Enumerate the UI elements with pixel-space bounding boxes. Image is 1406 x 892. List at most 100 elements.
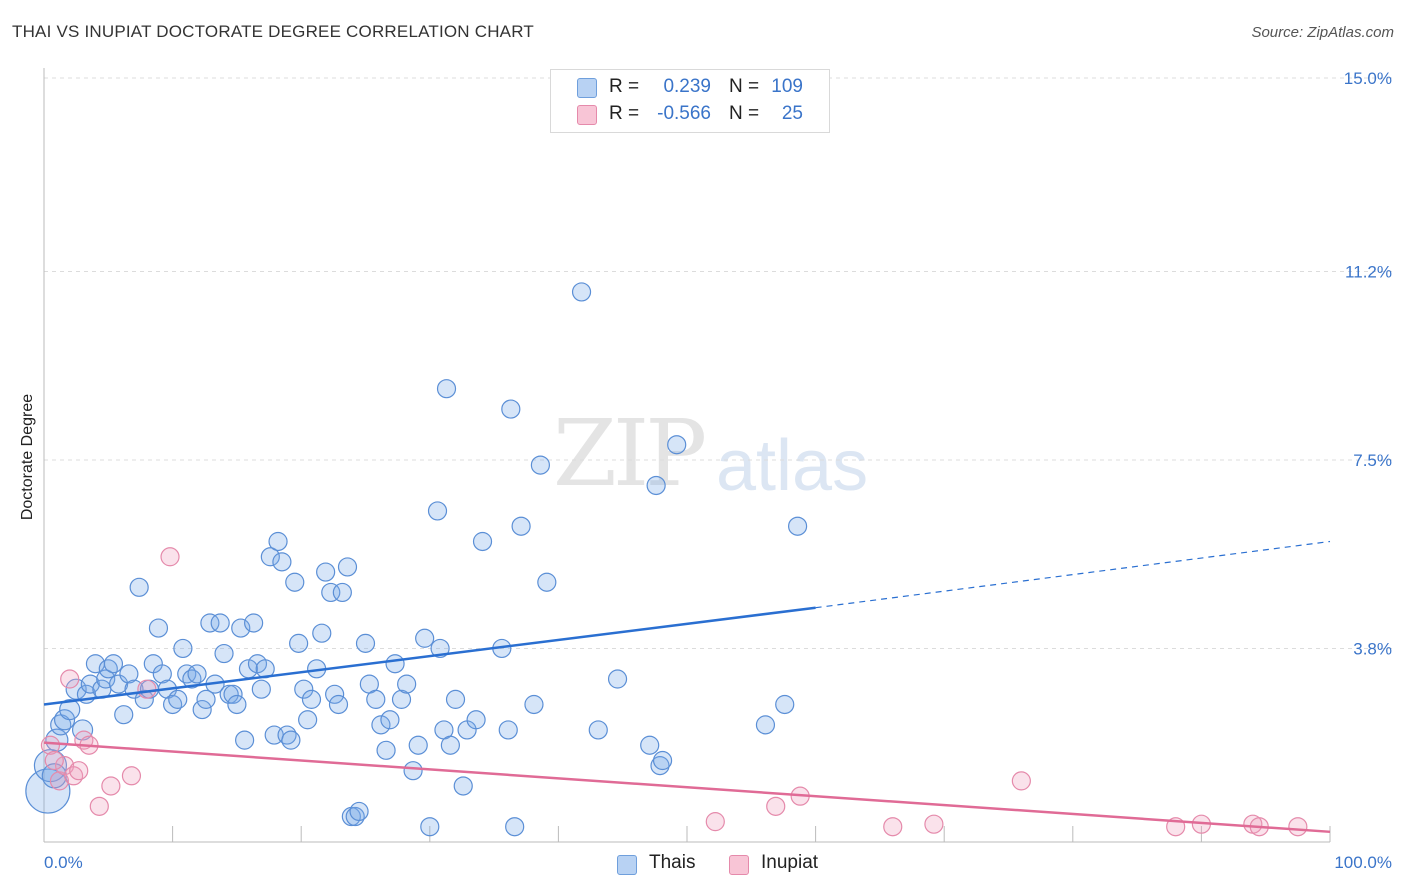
- data-point-thais: [25, 768, 71, 814]
- data-point-thais: [588, 720, 608, 740]
- data-point-thais: [436, 379, 457, 399]
- data-point-thais: [650, 755, 670, 776]
- data-point-thais: [376, 740, 396, 760]
- data-point-thais: [268, 531, 288, 552]
- data-point-thais: [501, 399, 521, 419]
- data-point-thais: [445, 689, 466, 709]
- data-point-thais: [214, 643, 234, 664]
- watermark-zip: ZIP: [553, 400, 707, 507]
- data-point-thais: [168, 689, 188, 709]
- watermark-atlas: atlas: [716, 426, 869, 506]
- data-point-thais: [260, 547, 280, 567]
- data-point-inupiat: [60, 669, 80, 689]
- data-point-thais: [755, 715, 776, 735]
- data-point-inupiat: [49, 771, 70, 791]
- data-point-thais: [321, 582, 341, 603]
- legend-n-value: 25: [781, 103, 803, 124]
- y-tick-label: 3.8%: [1353, 639, 1392, 658]
- data-point-thais: [231, 618, 251, 638]
- chart-source: Source: ZipAtlas.com: [1251, 24, 1394, 41]
- data-point-thais: [108, 674, 129, 694]
- y-tick-label: 11.2%: [1345, 263, 1392, 282]
- data-point-thais: [251, 679, 271, 699]
- trend-line-thais: [43, 606, 816, 706]
- data-point-inupiat: [137, 679, 157, 699]
- data-point-thais: [177, 664, 197, 684]
- data-point-thais: [511, 516, 531, 536]
- data-point-thais: [420, 817, 440, 837]
- x-tick-label: 100.0%: [1334, 853, 1392, 872]
- data-point-thais: [337, 557, 358, 577]
- legend-r-value: 0.239: [663, 76, 711, 97]
- data-point-thais: [349, 801, 369, 822]
- y-tick-label: 15.0%: [1344, 69, 1392, 88]
- data-point-thais: [371, 715, 391, 735]
- data-point-thais: [59, 698, 81, 721]
- data-point-thais: [607, 669, 628, 689]
- data-point-thais: [80, 674, 100, 694]
- data-point-inupiat: [1288, 817, 1308, 837]
- data-point-thais: [281, 730, 301, 750]
- data-point-thais: [472, 531, 493, 552]
- data-point-thais: [103, 654, 124, 674]
- data-point-thais: [53, 709, 76, 731]
- data-point-thais: [667, 435, 687, 455]
- data-point-thais: [210, 613, 230, 633]
- trend-line-inupiat: [43, 741, 1331, 834]
- y-tick-label: 7.5%: [1353, 451, 1392, 470]
- data-point-thais: [196, 689, 216, 709]
- legend-r-label: R =: [609, 103, 640, 124]
- data-point-thais: [235, 730, 255, 750]
- stats-legend: R = 0.239 N = 109 R = -0.566 N = 25: [550, 69, 830, 133]
- data-point-thais: [187, 664, 207, 684]
- data-point-thais: [163, 694, 183, 715]
- legend-swatch-thais: [577, 78, 597, 98]
- data-point-thais: [325, 684, 345, 704]
- data-point-thais: [294, 679, 314, 699]
- data-point-inupiat: [63, 766, 84, 786]
- x-tick-label: 0.0%: [44, 853, 83, 872]
- data-point-thais: [119, 664, 139, 684]
- data-point-thais: [366, 689, 386, 709]
- data-point-thais: [530, 455, 550, 475]
- bottom-legend-swatch-thais: [617, 855, 637, 875]
- data-point-thais: [391, 689, 412, 709]
- data-point-thais: [328, 694, 349, 715]
- data-point-thais: [244, 613, 264, 633]
- data-point-thais: [182, 669, 202, 689]
- data-point-thais: [646, 475, 666, 496]
- data-point-thais: [332, 582, 352, 603]
- data-point-thais: [345, 806, 365, 827]
- data-point-thais: [129, 577, 149, 597]
- data-point-inupiat: [883, 817, 903, 837]
- data-point-thais: [453, 776, 473, 796]
- data-point-inupiat: [40, 735, 61, 755]
- data-point-thais: [223, 684, 243, 704]
- data-point-thais: [316, 562, 336, 582]
- data-point-thais: [227, 694, 247, 715]
- data-point-thais: [148, 618, 169, 638]
- data-point-thais: [380, 710, 400, 730]
- data-point-inupiat: [160, 547, 180, 567]
- data-point-inupiat: [924, 814, 944, 834]
- data-point-inupiat: [121, 766, 142, 786]
- legend-n-label: N =: [729, 76, 760, 97]
- legend-row-thais: R = 0.239 N = 109: [551, 74, 829, 100]
- data-point-thais: [298, 710, 318, 730]
- data-point-thais: [408, 735, 428, 755]
- data-point-thais: [71, 719, 94, 741]
- data-point-thais: [192, 699, 212, 720]
- data-point-thais: [277, 725, 297, 745]
- data-point-thais: [430, 638, 450, 659]
- data-point-thais: [355, 633, 376, 653]
- data-point-inupiat: [766, 796, 786, 816]
- data-point-thais: [98, 659, 118, 679]
- data-point-inupiat: [705, 812, 725, 832]
- legend-swatch-inupiat: [577, 105, 597, 125]
- data-point-thais: [415, 628, 435, 648]
- data-point-thais: [173, 638, 193, 659]
- data-point-thais: [524, 694, 544, 715]
- data-point-thais: [440, 735, 460, 755]
- legend-n-value: 109: [771, 76, 803, 97]
